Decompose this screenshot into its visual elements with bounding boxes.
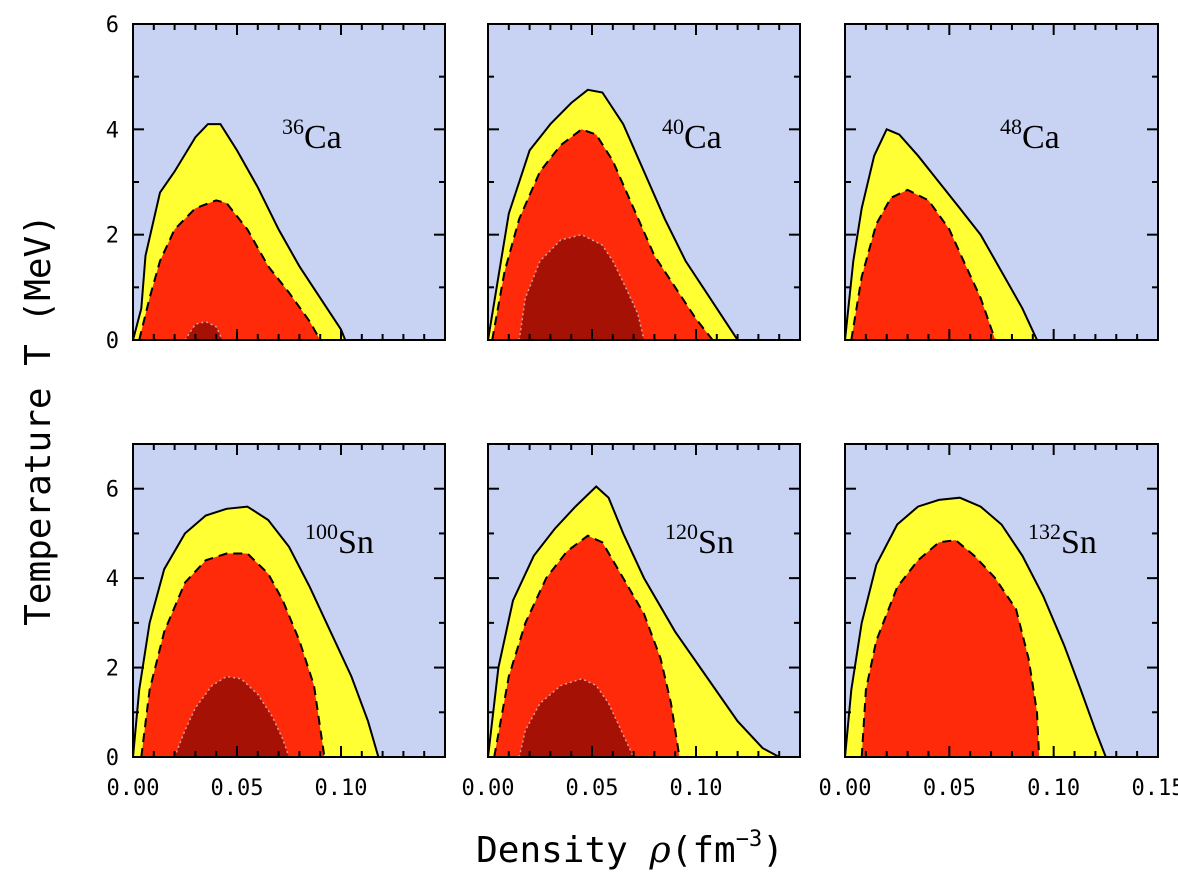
y-tick-label: 4 <box>106 118 119 143</box>
phase-regions <box>845 128 1039 340</box>
middle-region <box>850 188 997 340</box>
x-tick-label: 0.10 <box>670 776 723 801</box>
x-tick-label: 0.10 <box>1027 776 1080 801</box>
phase-regions <box>488 485 780 757</box>
inner-region <box>173 675 290 757</box>
inner-region <box>184 320 224 340</box>
x-axis-title-exponent: −3 <box>736 827 763 852</box>
panel-100sn: 0 2 4 6 0.00 0.05 0.10 100Sn <box>106 443 446 801</box>
middle-region <box>860 539 1041 757</box>
y-tick-label: 6 <box>106 13 119 38</box>
panel-48ca: 48Ca <box>844 23 1159 341</box>
nucleus-label: 120Sn <box>665 519 734 561</box>
x-tick-label: 0.05 <box>211 776 264 801</box>
nucleus-element: Sn <box>338 524 374 561</box>
x-tick-label: 0.00 <box>107 776 160 801</box>
phase-regions <box>133 505 380 757</box>
x-tick-label: 0.05 <box>923 776 976 801</box>
middle-region <box>138 199 322 340</box>
nucleus-mass-number: 40 <box>662 114 684 139</box>
nucleus-label: 48Ca <box>1000 114 1060 156</box>
nucleus-label: 36Ca <box>282 114 342 156</box>
x-axis-title-close: ) <box>762 830 784 871</box>
x-tick-label: 0.05 <box>566 776 619 801</box>
nucleus-mass-number: 100 <box>305 519 338 544</box>
panel-frame <box>487 443 801 758</box>
y-tick-label: 0 <box>106 746 119 771</box>
y-tick-label: 4 <box>106 567 119 592</box>
phase-regions <box>133 123 347 340</box>
x-tick-label: 0.10 <box>315 776 368 801</box>
nucleus-mass-number: 120 <box>665 519 698 544</box>
y-tick-label: 2 <box>106 657 119 682</box>
middle-region <box>140 552 326 757</box>
inner-region <box>518 233 645 340</box>
x-axis-title-unit: (fm <box>671 830 736 871</box>
nucleus-element: Ca <box>304 119 342 156</box>
phase-regions <box>845 496 1107 757</box>
nucleus-mass-number: 48 <box>1000 114 1022 139</box>
y-tick-label: 6 <box>106 478 119 503</box>
y-tick-label: 0 <box>106 329 119 354</box>
nucleus-element: Ca <box>684 119 722 156</box>
x-axis-title-symbol: ρ <box>649 830 671 871</box>
middle-region <box>493 534 681 757</box>
nucleus-element: Sn <box>1061 524 1097 561</box>
nucleus-mass-number: 36 <box>282 114 304 139</box>
nucleus-element: Ca <box>1022 119 1060 156</box>
panel-frame <box>844 443 1159 758</box>
panel-frame <box>132 443 446 758</box>
nucleus-label: 132Sn <box>1028 519 1097 561</box>
nucleus-label: 40Ca <box>662 114 722 156</box>
x-tick-label: 0.15 <box>1132 776 1178 801</box>
nucleus-mass-number: 132 <box>1028 519 1061 544</box>
panel-132sn: 0.00 0.05 0.10 0.15 132Sn <box>819 443 1178 801</box>
x-tick-label: 0.00 <box>462 776 515 801</box>
inner-region <box>518 677 635 757</box>
x-axis-title: Density ρ(fm−3) <box>476 827 784 871</box>
x-axis-title-text: Density <box>476 830 649 871</box>
y-tick-label: 2 <box>106 224 119 249</box>
nucleus-element: Sn <box>698 524 734 561</box>
nucleus-label: 100Sn <box>305 519 374 561</box>
panel-40ca: 40Ca <box>487 23 801 341</box>
phase-regions <box>488 88 739 340</box>
x-tick-label: 0.00 <box>819 776 872 801</box>
panel-36ca: 0 2 4 6 36Ca <box>106 13 446 354</box>
panel-120sn: 0.00 0.05 0.10 120Sn <box>462 443 801 801</box>
y-axis-title: Temperature T (MeV) <box>18 214 59 626</box>
